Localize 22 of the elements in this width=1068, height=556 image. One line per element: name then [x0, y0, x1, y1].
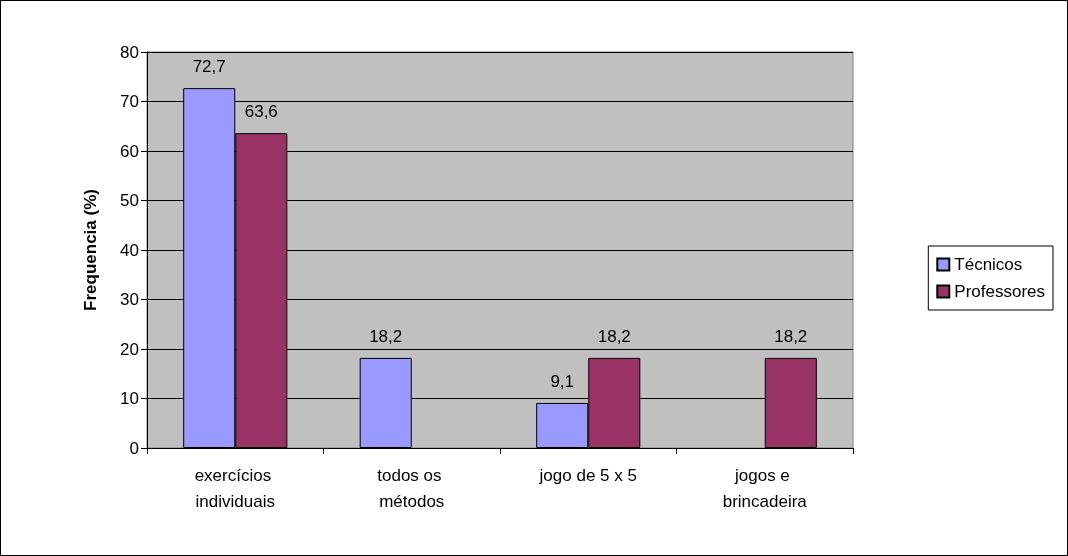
data-label: 63,6 [244, 102, 278, 122]
y-tick-label: 10 [120, 389, 139, 408]
data-label: 18,2 [597, 326, 631, 346]
data-label: 18,2 [774, 326, 808, 346]
x-tick-label: todos os métodos [377, 465, 447, 511]
y-tick-label: 80 [120, 42, 139, 62]
x-tick-label: exercícios individuais [194, 465, 276, 511]
y-axis-title: Frequencia (%) [81, 189, 100, 311]
legend-label: Professores [954, 282, 1045, 301]
data-label: 9,1 [550, 371, 575, 391]
y-tick-label: 0 [129, 438, 139, 458]
legend-label: Técnicos [954, 255, 1023, 274]
y-tick-label: 40 [120, 240, 139, 260]
x-tick-label: jogos e brincadeira [722, 465, 808, 511]
x-tick-label: jogo de 5 x 5 [538, 465, 637, 485]
y-tick-label: 60 [120, 141, 139, 161]
y-tick-label: 70 [120, 92, 139, 111]
data-label: 72,7 [192, 57, 226, 77]
data-label: 18,2 [369, 326, 403, 346]
y-tick-label: 30 [120, 290, 139, 309]
y-tick-label: 20 [120, 339, 139, 359]
y-tick-label: 50 [120, 191, 139, 210]
